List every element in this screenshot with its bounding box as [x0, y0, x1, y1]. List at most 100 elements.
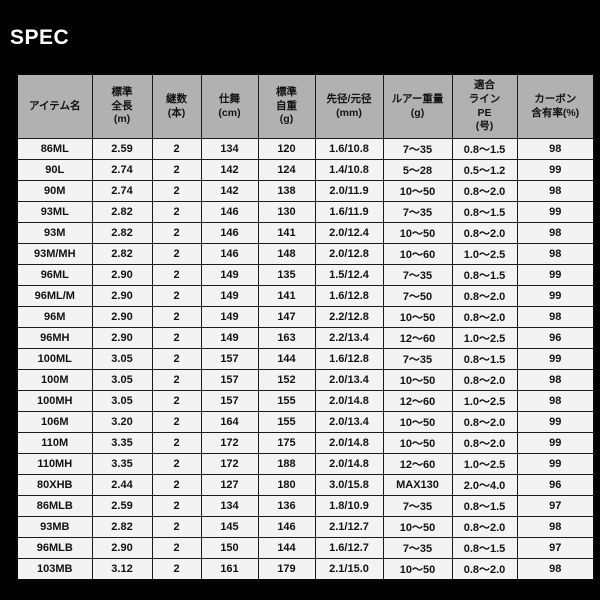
- cell-carbon-content: 98: [516, 243, 595, 265]
- cell-item-name: 103MB: [16, 558, 93, 581]
- cell-diameter: 1.5/12.4: [314, 264, 384, 286]
- cell-diameter: 1.6/11.9: [314, 201, 384, 223]
- cell-closed-length: 161: [200, 558, 259, 581]
- cell-line-pe: 0.8〜2.0: [451, 285, 518, 307]
- cell-weight: 163: [257, 327, 316, 349]
- cell-sections: 2: [151, 243, 202, 265]
- cell-diameter: 1.8/10.9: [314, 495, 384, 517]
- cell-carbon-content: 97: [516, 537, 595, 559]
- cell-diameter: 1.6/12.8: [314, 285, 384, 307]
- column-header-closed-length: 仕舞 (cm): [200, 73, 259, 139]
- cell-line-pe: 0.8〜2.0: [451, 558, 518, 581]
- table-row: 103MB 3.12 2 161 179 2.1/15.0 10〜50 0.8〜2.0 98: [16, 558, 595, 581]
- cell-closed-length: 149: [200, 327, 259, 349]
- cell-line-pe: 0.8〜2.0: [451, 516, 518, 538]
- table-row: 100MH 3.05 2 157 155 2.0/14.8 12〜60 1.0〜2.5 98: [16, 390, 595, 412]
- cell-item-name: 96M: [16, 306, 93, 328]
- cell-line-pe: 0.8〜2.0: [451, 432, 518, 454]
- cell-lure-weight: 10〜50: [382, 306, 453, 328]
- cell-diameter: 1.6/12.8: [314, 348, 384, 370]
- cell-weight: 180: [257, 474, 316, 496]
- column-header-diameter: 先径/元径 (mm): [314, 73, 384, 139]
- cell-lure-weight: 7〜35: [382, 537, 453, 559]
- cell-length: 2.82: [91, 222, 153, 244]
- cell-line-pe: 0.8〜2.0: [451, 306, 518, 328]
- cell-sections: 2: [151, 432, 202, 454]
- cell-diameter: 2.0/14.8: [314, 390, 384, 412]
- cell-length: 2.82: [91, 516, 153, 538]
- cell-length: 3.35: [91, 432, 153, 454]
- column-header-item-name: アイテム名: [16, 73, 93, 139]
- cell-weight: 155: [257, 411, 316, 433]
- table-row: 100ML 3.05 2 157 144 1.6/12.8 7〜35 0.8〜1.5 99: [16, 348, 595, 370]
- cell-diameter: 2.2/12.8: [314, 306, 384, 328]
- cell-carbon-content: 98: [516, 516, 595, 538]
- table-row: 86MLB 2.59 2 134 136 1.8/10.9 7〜35 0.8〜1.5 97: [16, 495, 595, 517]
- cell-weight: 144: [257, 348, 316, 370]
- cell-item-name: 86ML: [16, 138, 93, 160]
- table-row: 90L 2.74 2 142 124 1.4/10.8 5〜28 0.5〜1.2 99: [16, 159, 595, 181]
- cell-closed-length: 149: [200, 285, 259, 307]
- cell-sections: 2: [151, 390, 202, 412]
- cell-item-name: 93M/MH: [16, 243, 93, 265]
- cell-length: 3.35: [91, 453, 153, 475]
- table-row: 96M 2.90 2 149 147 2.2/12.8 10〜50 0.8〜2.0 98: [16, 306, 595, 328]
- cell-diameter: 2.0/11.9: [314, 180, 384, 202]
- cell-weight: 138: [257, 180, 316, 202]
- column-header-line-pe: 適合 ライン PE (号): [451, 73, 518, 139]
- cell-item-name: 110MH: [16, 453, 93, 475]
- cell-closed-length: 134: [200, 138, 259, 160]
- cell-sections: 2: [151, 201, 202, 223]
- table-row: 93M/MH 2.82 2 146 148 2.0/12.8 10〜60 1.0〜2.5 98: [16, 243, 595, 265]
- cell-line-pe: 1.0〜2.5: [451, 453, 518, 475]
- cell-length: 2.90: [91, 285, 153, 307]
- cell-line-pe: 0.5〜1.2: [451, 159, 518, 181]
- cell-diameter: 2.1/12.7: [314, 516, 384, 538]
- cell-weight: 144: [257, 537, 316, 559]
- cell-diameter: 2.0/12.8: [314, 243, 384, 265]
- cell-sections: 2: [151, 138, 202, 160]
- cell-length: 3.12: [91, 558, 153, 581]
- cell-lure-weight: 7〜50: [382, 285, 453, 307]
- cell-line-pe: 2.0〜4.0: [451, 474, 518, 496]
- column-header-lure-weight: ルアー重量 (g): [382, 73, 453, 139]
- cell-sections: 2: [151, 411, 202, 433]
- table-row: 80XHB 2.44 2 127 180 3.0/15.8 MAX130 2.0〜4.0 96: [16, 474, 595, 496]
- table-row: 93ML 2.82 2 146 130 1.6/11.9 7〜35 0.8〜1.5 99: [16, 201, 595, 223]
- cell-sections: 2: [151, 495, 202, 517]
- cell-diameter: 2.2/13.4: [314, 327, 384, 349]
- cell-sections: 2: [151, 159, 202, 181]
- cell-weight: 141: [257, 285, 316, 307]
- cell-carbon-content: 98: [516, 558, 595, 581]
- cell-diameter: 2.1/15.0: [314, 558, 384, 581]
- cell-carbon-content: 96: [516, 327, 595, 349]
- spec-table-head: アイテム名 標準 全長 (m) 継数 (本) 仕舞 (cm) 標準 自重 (g) 先径/元径 (mm) ル…: [16, 73, 595, 139]
- table-row: 110M 3.35 2 172 175 2.0/14.8 10〜50 0.8〜2.0 99: [16, 432, 595, 454]
- cell-lure-weight: 10〜50: [382, 558, 453, 581]
- cell-length: 2.44: [91, 474, 153, 496]
- cell-lure-weight: 7〜35: [382, 201, 453, 223]
- cell-closed-length: 164: [200, 411, 259, 433]
- cell-line-pe: 0.8〜1.5: [451, 201, 518, 223]
- cell-line-pe: 0.8〜2.0: [451, 369, 518, 391]
- cell-lure-weight: 10〜60: [382, 243, 453, 265]
- cell-lure-weight: 7〜35: [382, 264, 453, 286]
- cell-length: 2.90: [91, 537, 153, 559]
- cell-weight: 148: [257, 243, 316, 265]
- cell-diameter: 2.0/14.8: [314, 432, 384, 454]
- cell-carbon-content: 99: [516, 264, 595, 286]
- cell-item-name: 80XHB: [16, 474, 93, 496]
- column-header-carbon-content: カーボン 含有率(%): [516, 73, 595, 139]
- cell-length: 2.90: [91, 327, 153, 349]
- cell-length: 2.74: [91, 159, 153, 181]
- cell-diameter: 2.0/12.4: [314, 222, 384, 244]
- cell-sections: 2: [151, 516, 202, 538]
- cell-line-pe: 0.8〜2.0: [451, 411, 518, 433]
- cell-weight: 120: [257, 138, 316, 160]
- cell-item-name: 90M: [16, 180, 93, 202]
- table-row: 100M 3.05 2 157 152 2.0/13.4 10〜50 0.8〜2.0 98: [16, 369, 595, 391]
- cell-length: 2.90: [91, 264, 153, 286]
- cell-lure-weight: 12〜60: [382, 390, 453, 412]
- cell-sections: 2: [151, 369, 202, 391]
- cell-diameter: 3.0/15.8: [314, 474, 384, 496]
